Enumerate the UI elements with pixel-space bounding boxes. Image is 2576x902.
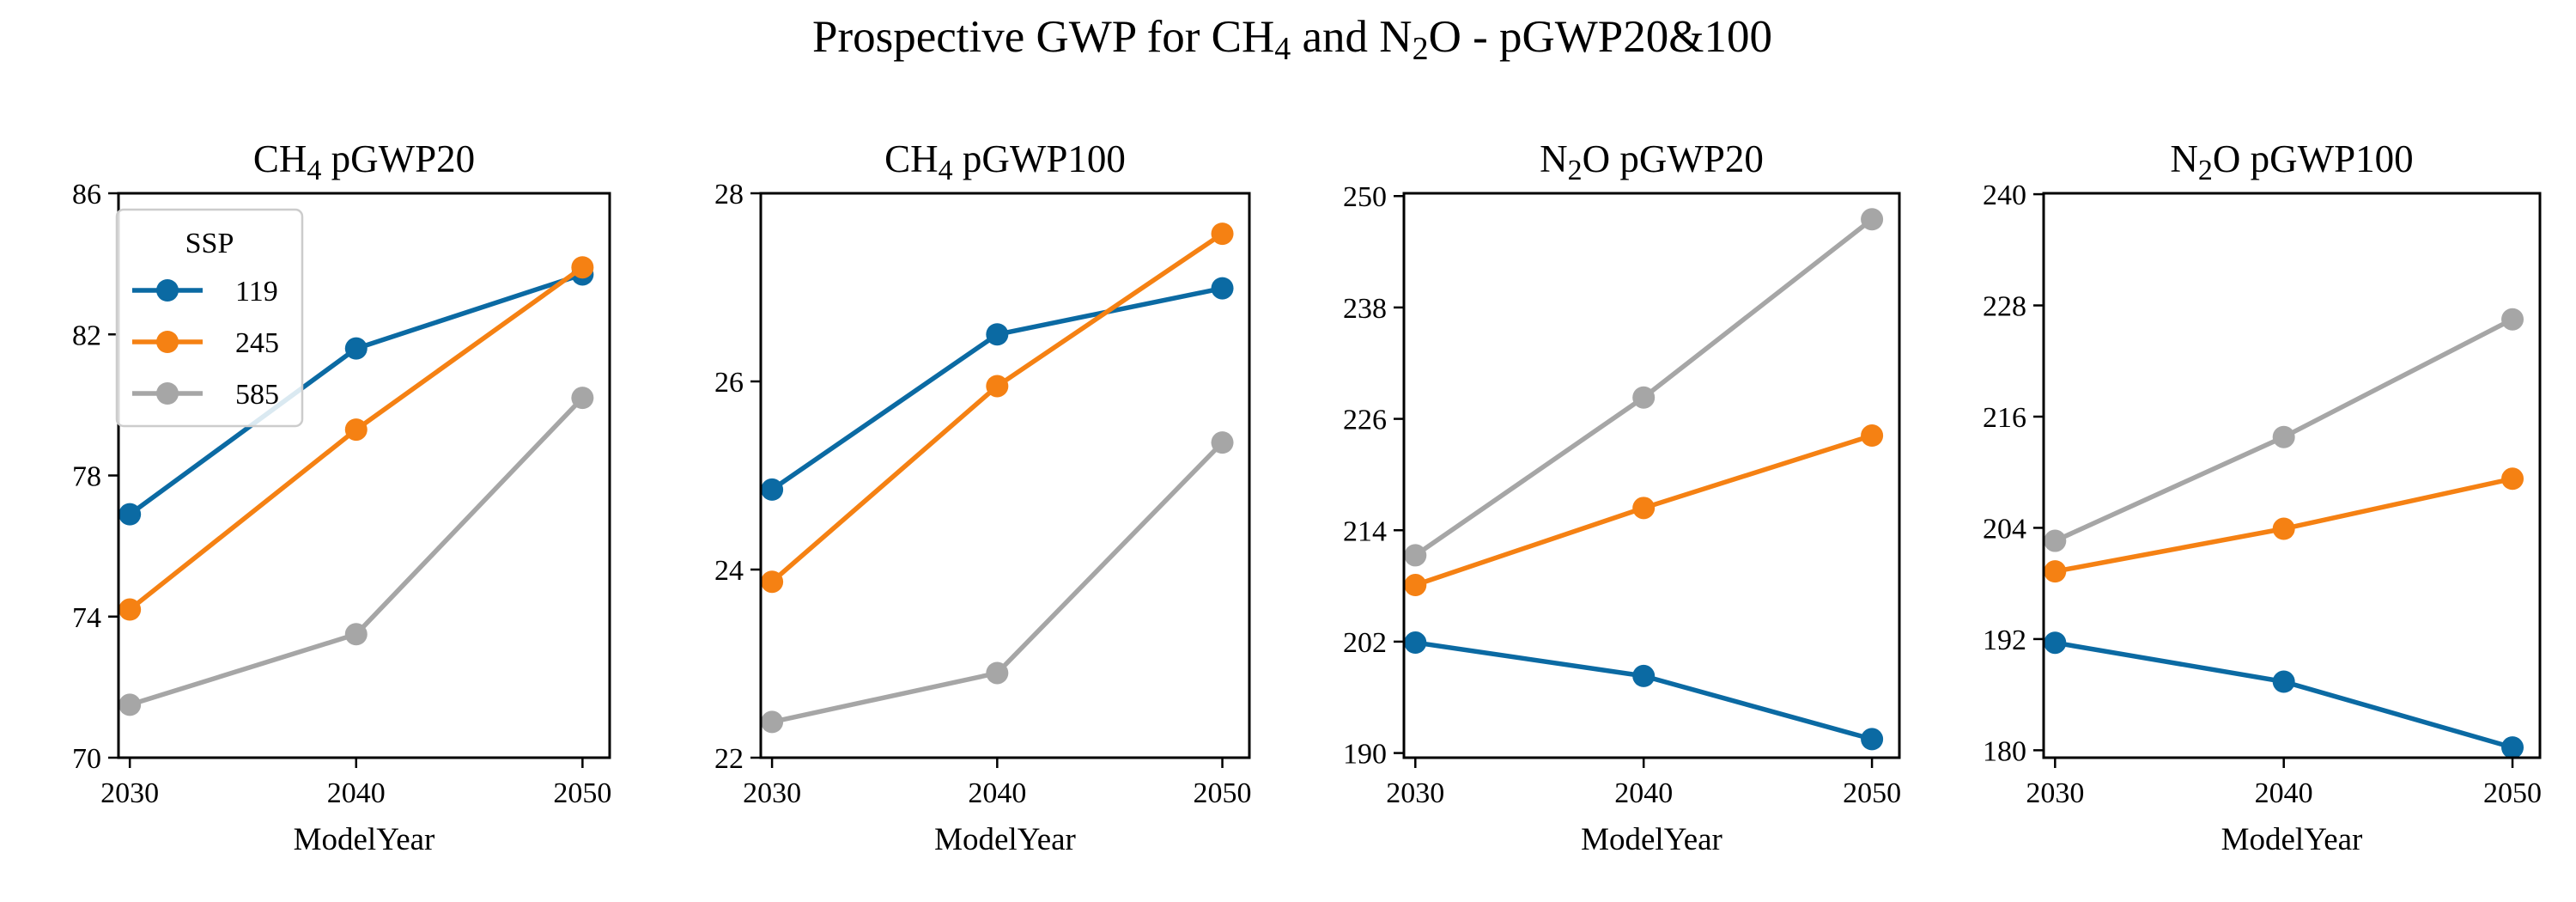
x-tick-label: 2030: [1386, 777, 1444, 809]
data-point-119-2050: [2501, 736, 2524, 759]
x-tick-label: 2040: [327, 777, 386, 809]
x-tick-label: 2030: [100, 777, 159, 809]
legend-label-585: 585: [235, 379, 279, 411]
axes-frame: [759, 192, 1251, 759]
x-tick-label: 2040: [968, 777, 1026, 809]
y-tick-label: 74: [72, 602, 101, 634]
x-tick-label: 2050: [1843, 777, 1901, 809]
x-tick-label: 2040: [1614, 777, 1673, 809]
y-tick-label: 22: [714, 743, 744, 775]
legend-title: SSP: [185, 228, 234, 259]
data-point-245-2050: [2501, 467, 2524, 491]
x-axis-label: ModelYear: [2221, 822, 2363, 857]
legend-label-245: 245: [235, 327, 279, 359]
y-tick-label: 238: [1343, 293, 1387, 325]
y-tick-label: 228: [1983, 291, 2026, 323]
y-tick-label: 86: [72, 179, 101, 210]
legend-marker-245: [156, 331, 179, 353]
x-tick-label: 2030: [2026, 777, 2084, 809]
y-tick-label: 26: [714, 367, 744, 399]
series-line-245: [770, 231, 1224, 584]
axes-frame: [2042, 192, 2542, 759]
series-line-119: [1414, 640, 1873, 742]
data-point-119-2030: [2044, 631, 2067, 655]
data-point-585-2050: [1211, 431, 1234, 454]
data-point-245-2050: [1211, 222, 1234, 246]
data-point-585-2030: [1404, 544, 1427, 567]
y-tick-label: 250: [1343, 181, 1387, 213]
x-tick-label: 2040: [2255, 777, 2313, 809]
x-tick-label: 2050: [553, 777, 611, 809]
subplot-3: 190 202 214 226 238 250 2030 2040 2050 ModelYear N…: [1343, 137, 1901, 857]
legend-label-119: 119: [235, 276, 278, 308]
x-tick-label: 2050: [2483, 777, 2542, 809]
subplot-1: 70 74 78 82 86 2030 2040 2050 ModelYear CH4 pGWP2…: [72, 137, 611, 857]
x-axis-label: ModelYear: [1581, 822, 1722, 857]
data-point-119-2040: [2272, 670, 2295, 693]
data-point-245-2030: [761, 570, 784, 594]
legend-marker-119: [156, 279, 179, 302]
data-point-119-2040: [986, 323, 1009, 346]
y-tick-label: 204: [1983, 513, 2026, 545]
data-point-585-2030: [118, 693, 142, 716]
subplots: 70 74 78 82 86 2030 2040 2050 ModelYear CH4 pGWP2…: [72, 137, 2542, 857]
y-tick-label: 192: [1983, 625, 2026, 656]
legend-marker-585: [156, 382, 179, 405]
data-point-245-2050: [1861, 424, 1884, 448]
subplot-title: CH4 pGWP100: [884, 137, 1126, 186]
data-point-585-2050: [1861, 208, 1884, 231]
series-line-585: [129, 396, 585, 708]
y-tick-label: 82: [72, 320, 101, 351]
legend-box: [115, 208, 304, 428]
data-point-585-2050: [2501, 308, 2524, 331]
subplot-title: N2O pGWP20: [1540, 137, 1764, 186]
subplot-2: 22 24 26 28 2030 2040 2050 ModelYear CH4 pGWP100: [714, 137, 1252, 857]
data-point-245-2040: [344, 418, 368, 442]
y-tick-label: 214: [1343, 515, 1387, 547]
data-point-245-2030: [2044, 560, 2067, 583]
y-tick-label: 226: [1343, 405, 1387, 436]
y-tick-label: 78: [72, 461, 101, 493]
x-tick-label: 2050: [1194, 777, 1252, 809]
data-point-585-2040: [986, 661, 1009, 685]
x-tick-label: 2030: [743, 777, 801, 809]
data-point-245-2040: [986, 375, 1009, 398]
y-tick-label: 180: [1983, 735, 2026, 767]
data-point-585-2030: [2044, 529, 2067, 552]
data-point-119-2030: [118, 503, 142, 526]
series-line-119: [2054, 640, 2513, 750]
data-point-119-2040: [344, 337, 368, 360]
data-point-585-2030: [761, 710, 784, 734]
data-point-245-2050: [571, 256, 594, 279]
data-point-119-2050: [1861, 728, 1884, 751]
data-point-119-2040: [1632, 664, 1656, 687]
axes-frame: [1402, 192, 1901, 759]
subplot-title: N2O pGWP100: [2170, 137, 2413, 186]
data-point-245-2040: [1632, 497, 1656, 520]
subplot-4: 180 192 204 216 228 240 2030 2040 2050 ModelYear N…: [1983, 137, 2542, 857]
y-tick-label: 240: [1983, 180, 2026, 211]
x-axis-label: ModelYear: [934, 822, 1076, 857]
y-tick-label: 202: [1343, 627, 1387, 659]
y-tick-label: 24: [714, 555, 744, 587]
data-point-245-2030: [1404, 574, 1427, 597]
y-tick-label: 190: [1343, 739, 1387, 771]
figure-title: Prospective GWP for CH4 and N2O - pGWP20…: [812, 12, 1772, 67]
data-point-245-2040: [2272, 517, 2295, 540]
data-point-119-2030: [761, 478, 784, 501]
data-point-119-2030: [1404, 631, 1427, 655]
y-tick-label: 70: [72, 743, 101, 775]
data-point-245-2030: [118, 598, 142, 621]
data-point-585-2040: [2272, 425, 2295, 448]
data-point-585-2040: [1632, 386, 1656, 409]
x-axis-label: ModelYear: [294, 822, 435, 857]
y-tick-label: 216: [1983, 402, 2026, 434]
data-point-119-2050: [1211, 277, 1234, 300]
y-tick-label: 28: [714, 179, 744, 210]
data-point-585-2040: [344, 623, 368, 646]
data-point-585-2050: [571, 387, 594, 410]
subplot-title: CH4 pGWP20: [253, 137, 475, 186]
